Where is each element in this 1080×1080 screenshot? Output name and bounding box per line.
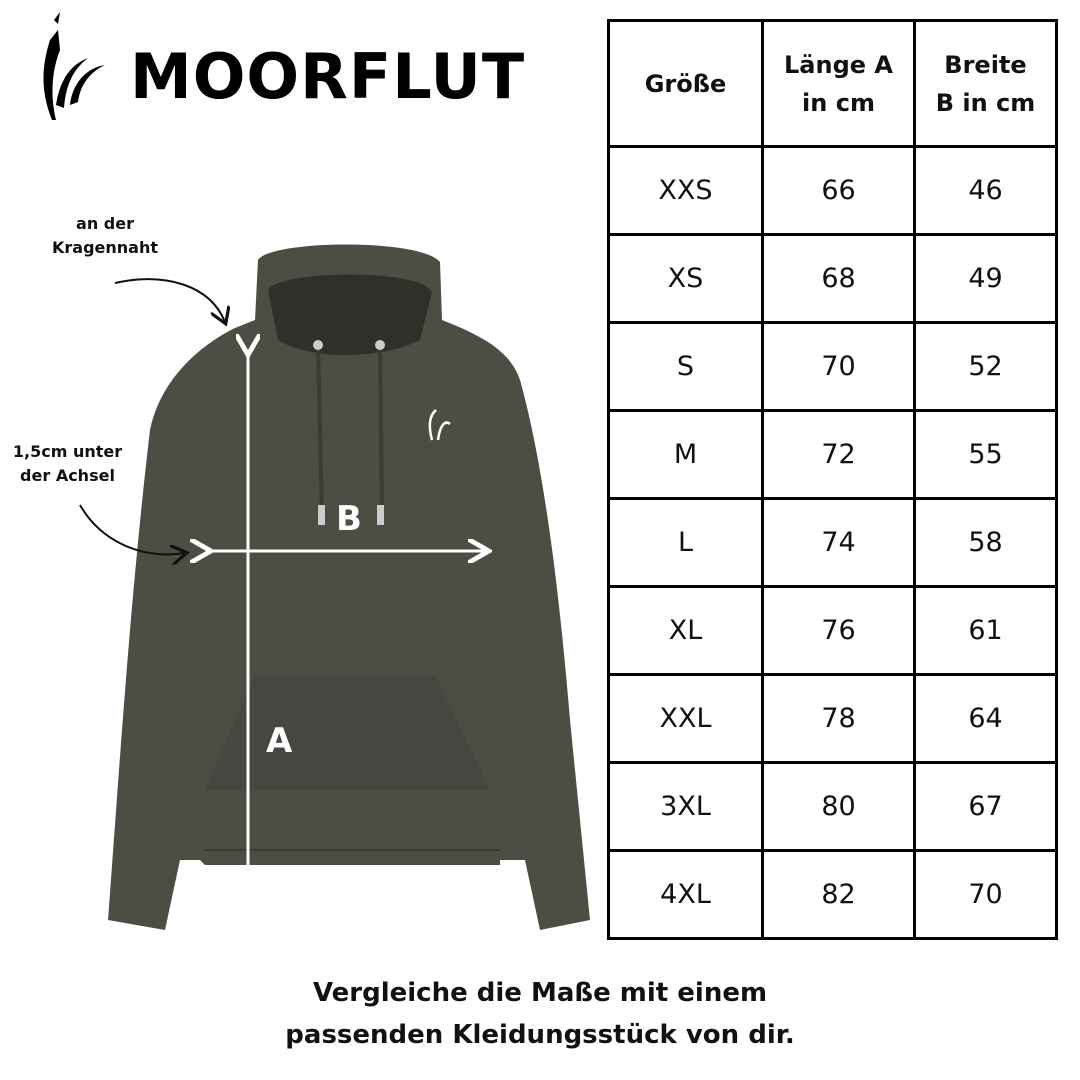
note-line: an der bbox=[76, 214, 134, 233]
cell-length: 72 bbox=[761, 409, 916, 500]
cell-width: 46 bbox=[913, 145, 1058, 236]
cell-width: 58 bbox=[913, 497, 1058, 588]
cell-size: XL bbox=[607, 585, 764, 676]
cell-size: S bbox=[607, 321, 764, 412]
table-row: 4XL 82 70 bbox=[607, 849, 1058, 940]
note-line: der Achsel bbox=[20, 466, 115, 485]
brand-name: MOORFLUT bbox=[130, 40, 526, 113]
cell-length: 74 bbox=[761, 497, 916, 588]
cell-length: 82 bbox=[761, 849, 916, 940]
header-size: Größe bbox=[607, 19, 764, 148]
cell-width: 67 bbox=[913, 761, 1058, 852]
footer-line: Vergleiche die Maße mit einem bbox=[312, 978, 768, 1008]
cell-width: 64 bbox=[913, 673, 1058, 764]
hoodie bbox=[108, 244, 590, 930]
cell-width: 70 bbox=[913, 849, 1058, 940]
table-row: XL 76 61 bbox=[607, 585, 1058, 676]
cell-width: 52 bbox=[913, 321, 1058, 412]
cell-size: M bbox=[607, 409, 764, 500]
cell-length: 70 bbox=[761, 321, 916, 412]
cell-size: L bbox=[607, 497, 764, 588]
table-row: S 70 52 bbox=[607, 321, 1058, 412]
note-line: Kragennaht bbox=[51, 238, 158, 257]
hoodie-illustration: B A bbox=[79, 244, 590, 930]
table-row: 3XL 80 67 bbox=[607, 761, 1058, 852]
cell-size: XXS bbox=[607, 145, 764, 236]
cell-length: 66 bbox=[761, 145, 916, 236]
cell-length: 76 bbox=[761, 585, 916, 676]
header-width: Breite B in cm bbox=[913, 19, 1058, 148]
table-row: XXL 78 64 bbox=[607, 673, 1058, 764]
cell-size: XS bbox=[607, 233, 764, 324]
armpit-pointer-arrow bbox=[79, 504, 185, 554]
cell-length: 80 bbox=[761, 761, 916, 852]
table-row: XS 68 49 bbox=[607, 233, 1058, 324]
cell-length: 68 bbox=[761, 233, 916, 324]
footer-note: Vergleiche die Maße mit einem passenden … bbox=[0, 972, 1080, 1056]
label-a: A bbox=[266, 721, 293, 761]
collar-note: an der Kragennaht bbox=[40, 212, 170, 260]
brand-logo: MOORFLUT bbox=[30, 10, 524, 125]
label-b: B bbox=[336, 499, 362, 539]
cell-width: 61 bbox=[913, 585, 1058, 676]
chest-logo-icon bbox=[428, 409, 451, 441]
cell-length: 78 bbox=[761, 673, 916, 764]
cell-size: 3XL bbox=[607, 761, 764, 852]
cell-width: 55 bbox=[913, 409, 1058, 500]
cattail-reed-icon bbox=[43, 12, 105, 120]
cell-size: 4XL bbox=[607, 849, 764, 940]
table-row: L 74 58 bbox=[607, 497, 1058, 588]
table-row: XXS 66 46 bbox=[607, 145, 1058, 236]
footer-line: passenden Kleidungsstück von dir. bbox=[285, 1020, 795, 1050]
cell-width: 49 bbox=[913, 233, 1058, 324]
armpit-note: 1,5cm unter der Achsel bbox=[0, 440, 135, 488]
collar-pointer-arrow bbox=[114, 278, 225, 322]
table-row: M 72 55 bbox=[607, 409, 1058, 500]
note-line: 1,5cm unter bbox=[12, 442, 123, 461]
cell-size: XXL bbox=[607, 673, 764, 764]
